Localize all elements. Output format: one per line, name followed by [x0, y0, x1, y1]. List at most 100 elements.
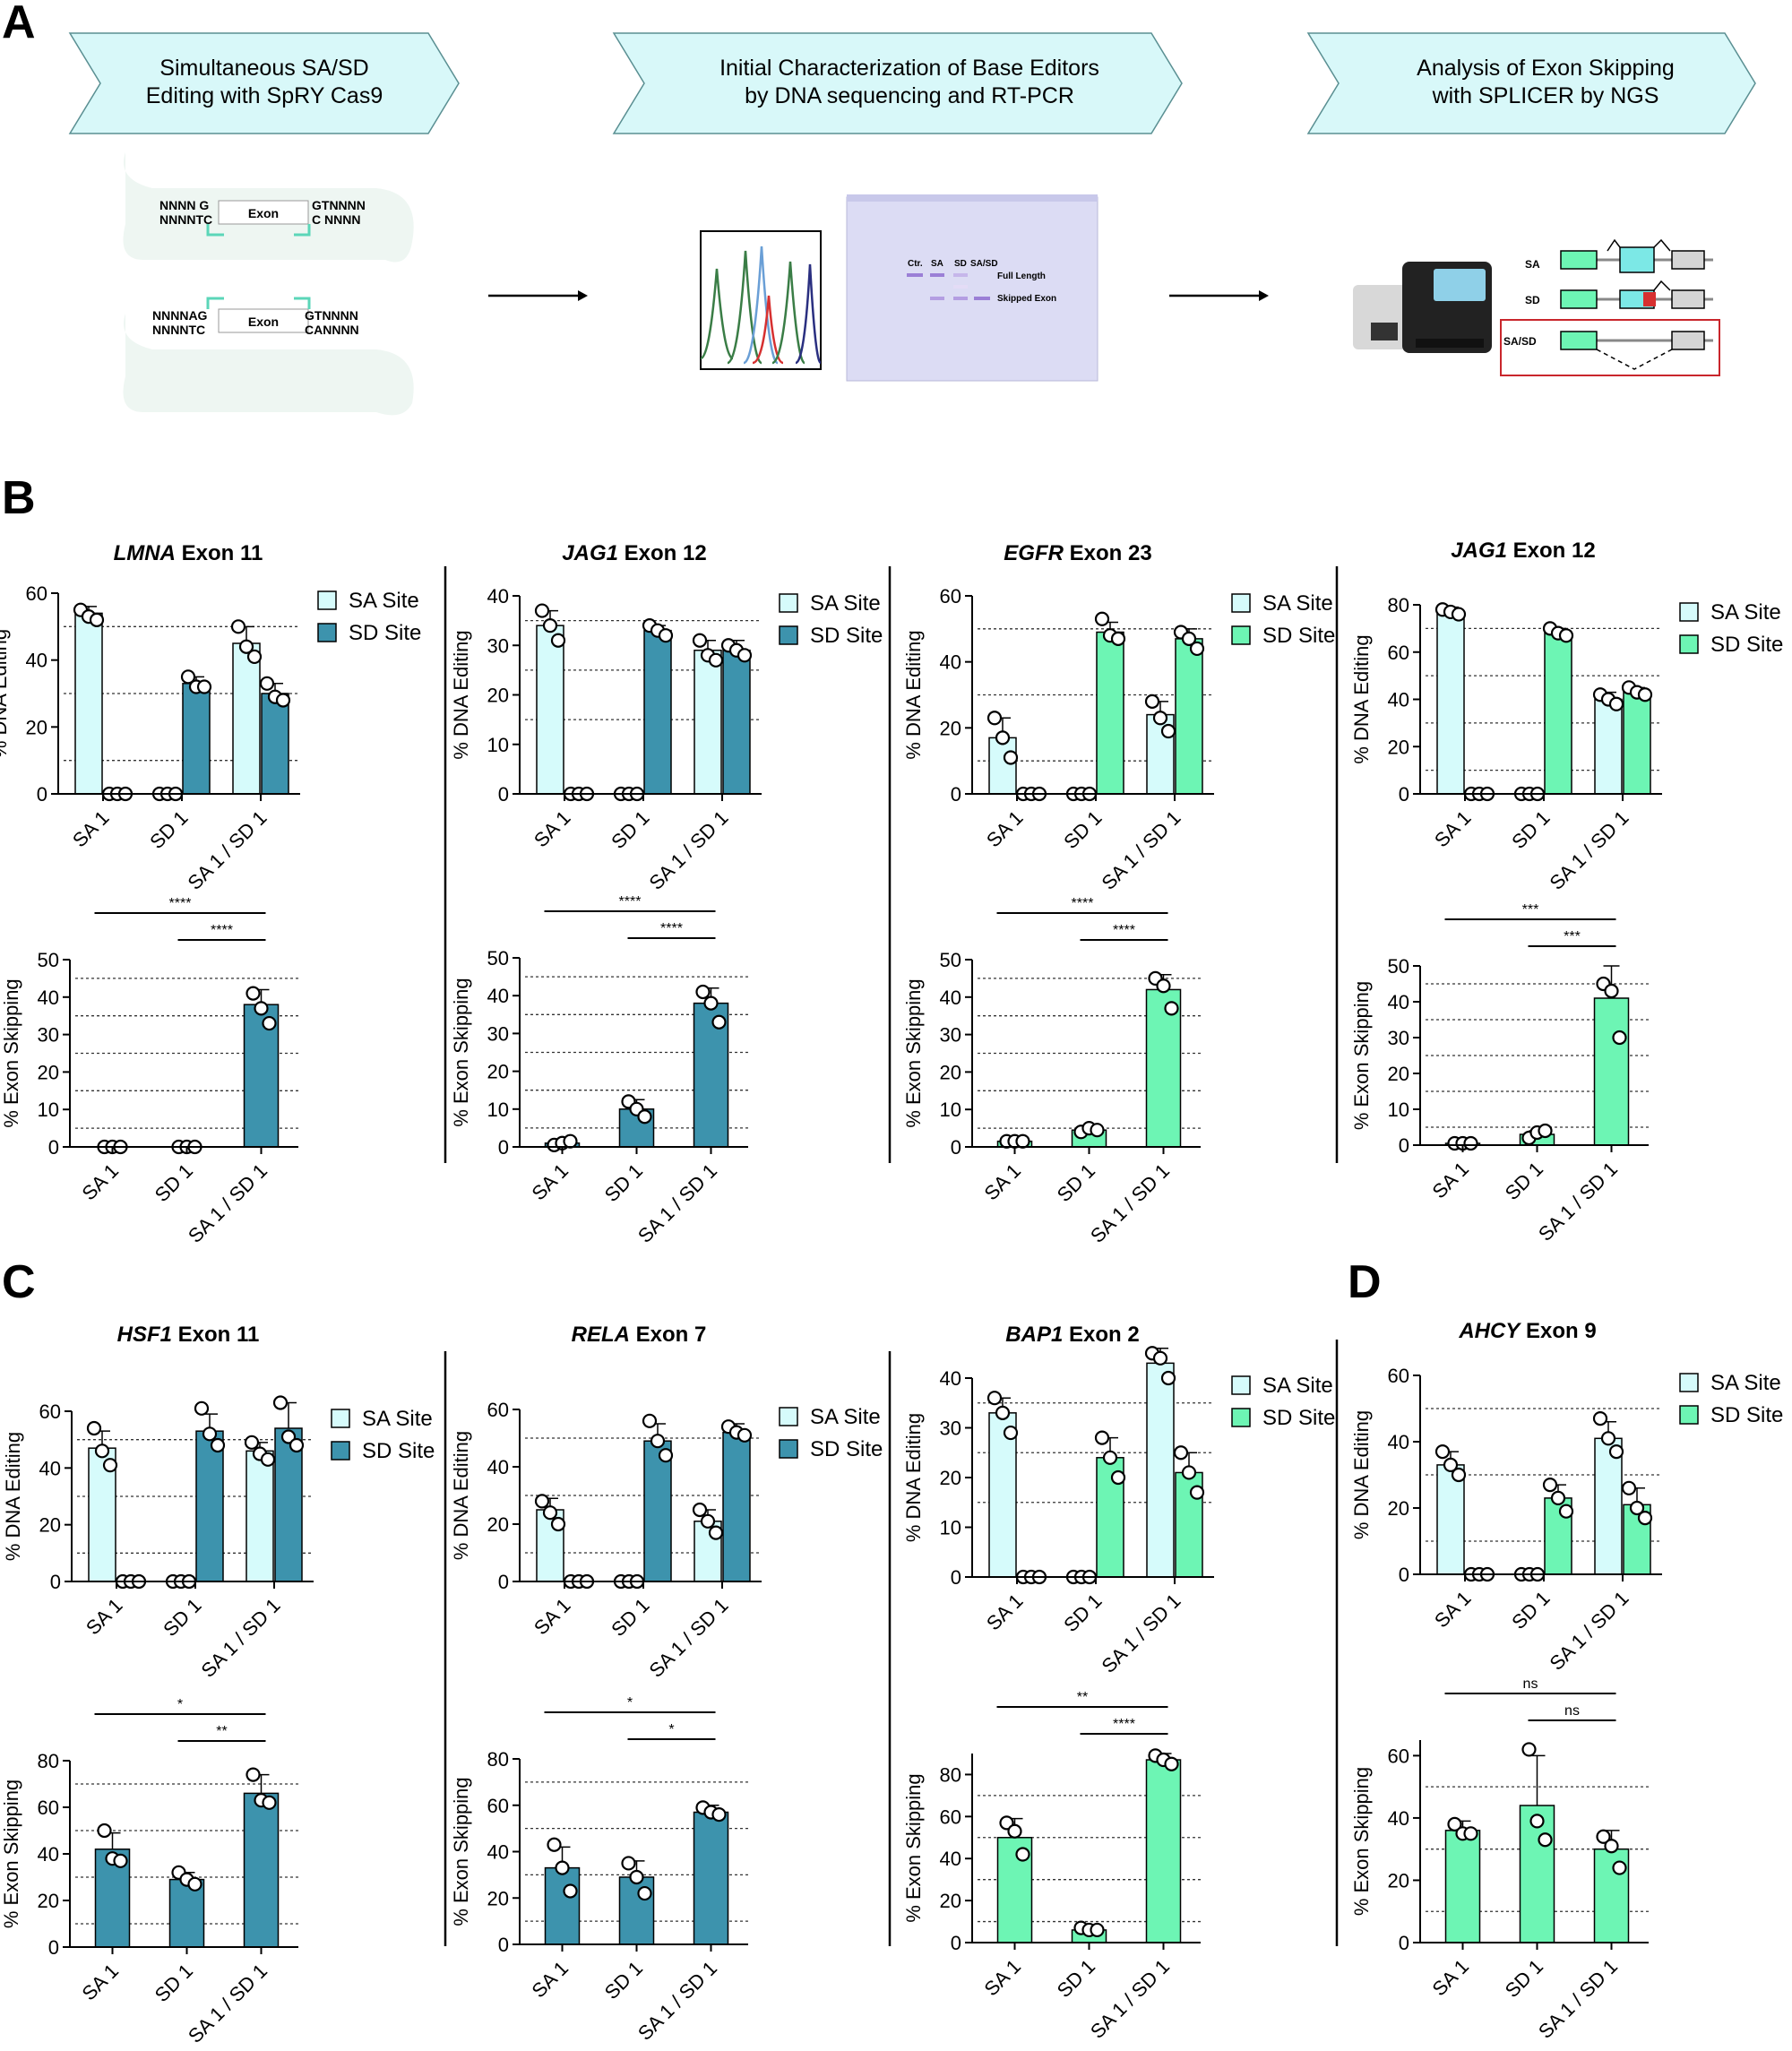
data-point: [1451, 607, 1467, 622]
chart-b4s: 0 10 20 30 40 50 SA 1 SD 1SA 1 / SD 1 % Exon Ski…: [1350, 902, 1649, 1245]
legend-swatch: [1231, 625, 1251, 645]
y-tick-label: 10: [487, 1099, 509, 1121]
significance-label: *: [177, 1697, 183, 1712]
data-point: [995, 1405, 1011, 1420]
y-tick-label: 0: [50, 1571, 61, 1593]
data-point: [563, 1883, 578, 1899]
data-point: [1604, 1839, 1619, 1854]
y-tick-label: 20: [487, 685, 509, 707]
data-point: [708, 1525, 724, 1540]
data-point: [1608, 696, 1624, 711]
gel-full-length: Full Length: [997, 271, 1046, 281]
data-point: [555, 1860, 570, 1875]
workflow-step-2-line2: by DNA sequencing and RT-PCR: [745, 83, 1074, 108]
legend-label: SD Site: [362, 1439, 435, 1463]
x-tick-label: SA 1 / SD 1: [644, 806, 732, 894]
chart-c2: 0 20 40 60 SA 1 SD 1SA 1 / SD 1 % DNA Editing R…: [450, 1323, 883, 1682]
y-tick-label: 40: [1388, 991, 1409, 1013]
data-point: [995, 730, 1011, 745]
significance-label: ns: [1564, 1703, 1580, 1719]
x-tick-label: SA 1: [982, 806, 1028, 852]
data-point: [534, 1494, 550, 1509]
y-tick-label: 50: [487, 947, 509, 969]
data-point: [1463, 1135, 1478, 1151]
data-point: [196, 679, 212, 694]
data-point: [187, 1876, 202, 1892]
bar-b1-0-0: [74, 612, 103, 795]
y-tick-label: 60: [1388, 1745, 1409, 1767]
x-tick-label: SA 1: [68, 806, 114, 852]
x-tick-label: SA 1: [1427, 1955, 1473, 2001]
diagram-bottom-left-a: NNNNAG: [152, 308, 208, 323]
data-point: [238, 639, 254, 654]
data-point: [1007, 1823, 1022, 1839]
data-point: [272, 1395, 289, 1410]
y-tick-label: 20: [1388, 1497, 1409, 1520]
y-tick-label: 30: [38, 1024, 59, 1047]
data-point: [1160, 1370, 1176, 1386]
bar-d1-0-0: [1436, 1464, 1465, 1575]
data-point: [89, 612, 105, 627]
y-tick-label: 0: [951, 1566, 961, 1589]
x-tick-label: SA 1: [82, 1594, 127, 1640]
legend-swatch: [331, 1409, 350, 1428]
x-tick-label: SD 1: [607, 1594, 653, 1641]
y-tick-label: 60: [940, 1805, 961, 1828]
chart-b3s: 0 10 20 30 40 50 SA 1 SD 1SA 1 / SD 1 % Exon Ski…: [902, 896, 1201, 1247]
ngs-row-sa: SA: [1525, 258, 1540, 271]
x-tick-label: SA 1 / SD 1: [1086, 1159, 1174, 1247]
gel-lane-sa: SA: [931, 259, 943, 269]
y-tick-label: 0: [498, 1571, 509, 1593]
x-tick-label: SA 1: [530, 806, 575, 852]
x-tick-label: SA 1 / SD 1: [1534, 1955, 1622, 2043]
legend-swatch: [331, 1441, 350, 1461]
y-axis-label: % DNA Editing: [1350, 1410, 1373, 1539]
chart-title: JAG1 Exon 12: [1451, 539, 1595, 563]
arrow-2: [1169, 290, 1269, 301]
diagram-bottom-left-b: NNNNTC: [152, 323, 205, 337]
x-tick-label: SA 1: [1430, 806, 1476, 852]
x-tick-label: SA 1 / SD 1: [1534, 1158, 1622, 1245]
y-tick-label: 30: [1388, 1027, 1409, 1049]
bar-b3-0-0: [988, 737, 1017, 795]
bar-c2-1-1: [643, 1440, 672, 1582]
x-tick-label: SD 1: [1053, 1159, 1099, 1206]
y-tick-label: 0: [498, 1136, 509, 1159]
bar-b3-1-2: [1175, 638, 1203, 795]
legend-label: SA Site: [1710, 600, 1781, 625]
chart-b1: 0 20 40 60 SA 1 SD 1SA 1 / SD 1 % DNA Editing L…: [0, 541, 421, 894]
y-axis-label: % DNA Editing: [1350, 634, 1373, 763]
bar-b1-1-2: [261, 693, 289, 795]
data-point: [246, 1767, 261, 1782]
data-point: [637, 1109, 652, 1125]
bar-c1-1-1: [195, 1430, 224, 1582]
bar-c2s-0-0: [544, 1866, 581, 1945]
y-axis-label: % DNA Editing: [2, 1432, 24, 1561]
y-tick-label: 20: [940, 1061, 961, 1083]
data-point: [289, 1437, 305, 1453]
x-tick-label: SA 1 / SD 1: [183, 806, 271, 894]
x-tick-label: SD 1: [600, 1957, 647, 2004]
ngs-row-sd: SD: [1525, 294, 1540, 306]
gel-skipped-exon: Skipped Exon: [997, 294, 1056, 304]
chromatogram: [700, 230, 823, 370]
bar-c3-0-0: [988, 1412, 1017, 1578]
x-tick-label: SD 1: [1507, 1587, 1554, 1633]
legend-label: SA Site: [1262, 1374, 1333, 1398]
data-point: [1094, 1430, 1110, 1445]
chart-title: HSF1 Exon 11: [117, 1323, 260, 1347]
y-tick-label: 50: [1388, 955, 1409, 978]
bar-b1-1-1: [182, 683, 211, 795]
y-tick-label: 10: [487, 734, 509, 756]
x-tick-label: SD 1: [607, 806, 653, 853]
y-tick-label: 60: [26, 582, 47, 605]
y-axis-label: % Exon Skipping: [1350, 1767, 1373, 1916]
diagram-top-left-a: NNNN G: [159, 198, 209, 212]
chart-c3: 0 10 20 30 40 SA 1 SD 1SA 1 / SD 1 % DNA Editin…: [902, 1323, 1335, 1677]
y-axis-label: % Exon Skipping: [450, 1777, 472, 1926]
legend-swatch: [779, 625, 798, 645]
bar-c1-0-2: [246, 1450, 274, 1582]
x-tick-label: SA 1: [77, 1159, 123, 1205]
legend-swatch: [1231, 1375, 1251, 1395]
significance-label: ****: [1072, 896, 1094, 911]
